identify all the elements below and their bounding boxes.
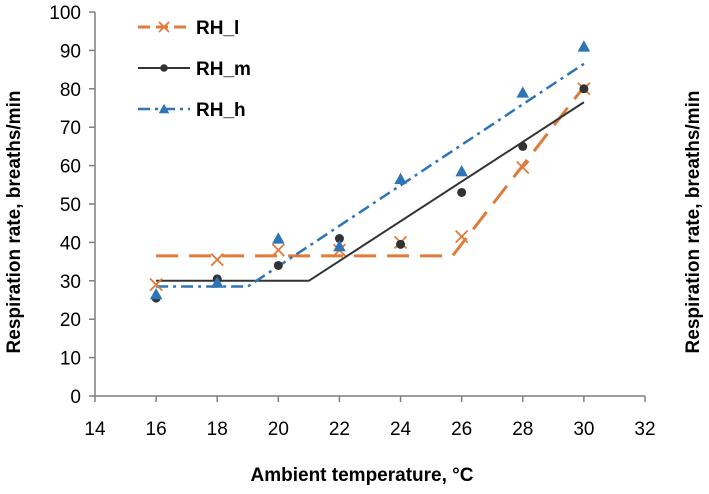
x-tick-label: 30	[573, 419, 594, 440]
x-tick-label: 14	[84, 419, 106, 440]
x-tick-label: 26	[451, 419, 472, 440]
y-tick-label: 20	[60, 310, 81, 331]
data-point-rh-l	[455, 230, 469, 244]
data-point-rh-h	[455, 165, 468, 177]
y-tick-label: 80	[60, 80, 81, 101]
data-point-rh-l	[271, 243, 285, 257]
data-point-rh-l	[149, 278, 163, 292]
trend-lines	[156, 62, 586, 288]
data-point-rh-h	[272, 232, 285, 244]
data-point-rh-m	[457, 187, 467, 197]
y-axis-title: Respiration rate, breaths/min	[4, 91, 25, 354]
y-tick-label: 30	[60, 272, 81, 293]
legend-marker-rh-m	[160, 64, 168, 72]
axes	[89, 11, 646, 402]
data-point-rh-h	[577, 40, 591, 52]
trend-line-rh-h	[156, 62, 585, 288]
data-point-rh-h	[333, 239, 346, 252]
trend-line-rh-l	[156, 85, 586, 258]
x-tick-label: 20	[268, 419, 289, 440]
legend-label-rh-l: RH_l	[196, 18, 239, 39]
data-point-rh-m	[396, 239, 406, 249]
y-tick-label: 90	[60, 41, 81, 62]
y-tick-label: 60	[60, 157, 81, 178]
data-point-rh-l	[516, 160, 530, 175]
x-tick-label: 18	[207, 419, 228, 440]
data-point-rh-l	[210, 253, 224, 267]
data-point-rh-h	[516, 86, 530, 98]
y-tick-label: 10	[60, 349, 81, 370]
legend: RH_l RH_m RH_h	[138, 18, 251, 121]
data-point-rh-m	[518, 141, 528, 151]
x-tick-label: 24	[390, 419, 412, 440]
data-points	[149, 40, 591, 303]
tick-labels: 0 10 20 30 40 50 60 70 80 90 100 14 16 18 20 22 24 26 28 30…	[49, 3, 655, 440]
y-axis-title-right: Respiration rate, breaths/min	[683, 91, 704, 354]
data-point-rh-h	[210, 276, 224, 288]
data-point-rh-m	[579, 84, 589, 94]
data-point-rh-m	[273, 260, 283, 270]
y-tick-label: 50	[60, 195, 81, 216]
data-point-rh-m	[334, 234, 344, 244]
y-tick-label: 40	[60, 233, 81, 254]
data-point-rh-h	[394, 172, 407, 185]
y-tick-label: 70	[60, 118, 81, 139]
y-tick-label: 0	[70, 387, 81, 408]
legend-label-rh-h: RH_h	[196, 100, 246, 121]
x-tick-label: 28	[512, 419, 533, 440]
x-tick-label: 16	[146, 419, 167, 440]
x-axis-title: Ambient temperature, °C	[251, 465, 474, 486]
x-tick-label: 22	[329, 419, 350, 440]
trend-line-rh-m	[156, 101, 585, 282]
legend-label-rh-m: RH_m	[196, 59, 251, 80]
legend-marker-rh-h	[158, 103, 170, 114]
data-point-rh-h	[149, 287, 163, 300]
x-tick-label: 32	[634, 419, 655, 440]
legend-marker-rh-l	[158, 21, 170, 33]
y-tick-label: 100	[49, 3, 81, 24]
